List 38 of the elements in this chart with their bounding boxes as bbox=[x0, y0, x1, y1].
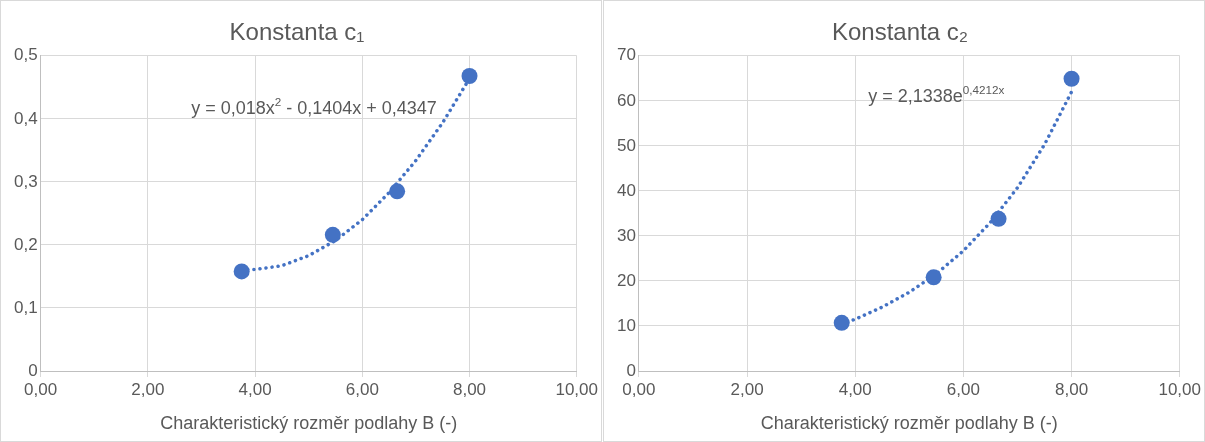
point bbox=[925, 269, 942, 286]
y-tick-label: 60 bbox=[616, 90, 636, 110]
x-tick-label: 2,00 bbox=[131, 379, 165, 399]
x-tick-label: 6,00 bbox=[345, 379, 379, 399]
x-tick-label: 8,00 bbox=[452, 379, 487, 399]
x-tick-label: 8,00 bbox=[1055, 379, 1089, 399]
x-axis-title: Charakteristický rozměr podlahy B (-) bbox=[160, 413, 458, 434]
point bbox=[990, 210, 1007, 227]
point bbox=[833, 314, 850, 331]
y-tick-label: 0,5 bbox=[13, 45, 38, 65]
x-tick-label: 10,00 bbox=[555, 379, 598, 399]
chart-title: Konstanta c₂ bbox=[831, 18, 969, 46]
x-axis-title: Charakteristický rozměr podlahy B (-) bbox=[760, 413, 1058, 434]
x-tick-label: 0,00 bbox=[622, 379, 656, 399]
x-tick-label: 2,00 bbox=[730, 379, 764, 399]
y-tick-label: 0,4 bbox=[13, 108, 38, 128]
x-tick-label: 4,00 bbox=[838, 379, 872, 399]
y-tick-label: 20 bbox=[616, 270, 636, 290]
point bbox=[324, 226, 341, 243]
x-tick-label: 0,00 bbox=[24, 379, 58, 399]
y-tick-label: 30 bbox=[616, 225, 636, 245]
x-tick-label: 10,00 bbox=[1158, 379, 1201, 399]
point bbox=[389, 183, 406, 200]
y-tick-label: 0 bbox=[626, 360, 636, 380]
x-tick-label: 6,00 bbox=[946, 379, 980, 399]
chart-title: Konstanta c₁ bbox=[229, 18, 365, 46]
y-tick-label: 0 bbox=[28, 360, 38, 380]
point bbox=[1063, 70, 1080, 87]
y-tick-label: 70 bbox=[616, 45, 636, 65]
y-tick-label: 50 bbox=[616, 135, 636, 155]
y-tick-label: 40 bbox=[616, 180, 636, 200]
x-tick-label: 4,00 bbox=[238, 379, 272, 399]
point bbox=[461, 67, 478, 84]
y-tick-label: 0,3 bbox=[13, 171, 38, 191]
y-tick-label: 0,1 bbox=[13, 297, 38, 317]
y-tick-label: 10 bbox=[616, 315, 636, 335]
y-tick-label: 0,2 bbox=[13, 234, 38, 254]
point bbox=[233, 263, 250, 280]
